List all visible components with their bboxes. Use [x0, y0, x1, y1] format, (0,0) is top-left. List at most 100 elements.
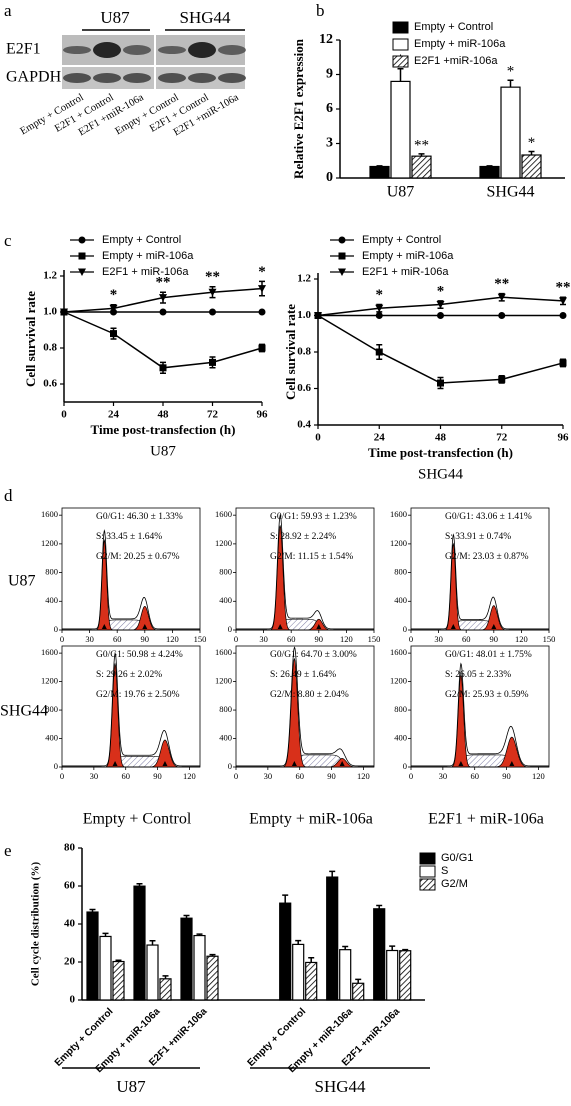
- total-curve: [411, 533, 549, 630]
- s-phase: [411, 754, 549, 768]
- peak-marker: [277, 624, 283, 629]
- bar: [206, 955, 219, 1001]
- point: [437, 312, 444, 319]
- x-tick-label: 0: [234, 634, 238, 644]
- x-axis-label: Time post-transfection (h): [368, 445, 513, 460]
- peak-marker: [291, 761, 297, 766]
- x-tick-label: 30: [264, 771, 273, 781]
- legend-label: G2/M: [441, 878, 468, 890]
- line: [317, 314, 564, 384]
- x-tick-label: 150: [543, 634, 556, 644]
- x-tick-label: 0: [61, 409, 67, 421]
- blot-band: [63, 73, 91, 83]
- y-tick-label: 0: [403, 624, 407, 634]
- error-bar: [389, 945, 396, 951]
- point: [559, 359, 567, 367]
- y-axis-label: Cell cycle distribution (%): [30, 861, 42, 986]
- y-tick-label: 1600: [390, 509, 407, 519]
- y-axis-label: Cell survival rate: [283, 304, 298, 400]
- blot-band: [93, 42, 121, 58]
- cycle-stats: G2/M: 25.93 ± 0.59%: [445, 690, 529, 700]
- bar: [373, 908, 386, 1001]
- blot-band: [158, 73, 186, 83]
- plot-frame: [235, 507, 375, 631]
- y-tick-label: 1600: [41, 509, 58, 519]
- y-tick-label: 0: [228, 624, 232, 634]
- bar: [133, 885, 146, 1001]
- significance-label: *: [528, 135, 536, 151]
- plot-frame: [410, 645, 550, 768]
- error-bar: [183, 914, 190, 919]
- cycle-stats: G2/M: 20.25 ± 0.67%: [96, 552, 180, 562]
- x-tick-label: 0: [409, 634, 413, 644]
- y-tick-label: 1.2: [43, 270, 57, 282]
- point: [314, 312, 322, 320]
- error-bar: [149, 940, 156, 946]
- row-label: U87: [8, 573, 36, 590]
- x-tick-label: 150: [368, 634, 381, 644]
- column-label: Empty + Control: [83, 811, 192, 828]
- x-tick-label: 120: [532, 771, 545, 781]
- protein-label: GAPDH: [6, 69, 62, 86]
- plot-frame: [410, 507, 550, 631]
- y-tick-label: 800: [45, 567, 58, 577]
- subtitle: SHG44: [418, 466, 464, 482]
- y-tick-label: 0.8: [297, 346, 311, 358]
- significance-label: *: [507, 64, 515, 80]
- total-curve: [236, 514, 374, 630]
- plot-frame: [61, 507, 201, 631]
- peak-marker: [162, 761, 168, 766]
- plot-frame: [235, 645, 375, 768]
- blot-band: [123, 45, 151, 55]
- x-tick-label: 120: [183, 771, 196, 781]
- x-tick-label: 30: [85, 634, 94, 644]
- total-curve: [62, 529, 200, 630]
- blot-band: [218, 45, 246, 55]
- significance-label: *: [376, 287, 384, 303]
- x-tick-label: 60: [295, 771, 304, 781]
- point: [436, 301, 445, 309]
- error-bar: [295, 939, 302, 945]
- peak-marker: [458, 761, 464, 766]
- y-tick-label: 0: [70, 994, 76, 1006]
- panel-label: e: [4, 841, 12, 860]
- error-bar: [528, 150, 535, 155]
- x-tick-label: 0: [315, 432, 321, 444]
- point: [258, 344, 266, 352]
- error-bar: [162, 975, 169, 979]
- peak-marker: [450, 624, 456, 629]
- bar: [193, 934, 206, 1001]
- error-bar: [418, 153, 425, 157]
- cycle-stats: G0/G1: 48.01 ± 1.75%: [445, 650, 532, 660]
- bar: [99, 935, 112, 1001]
- legend-label: E2F1 + miR-106a: [102, 266, 189, 278]
- x-tick-label: 96: [257, 409, 269, 421]
- y-tick-label: 80: [64, 842, 76, 854]
- bar: [339, 949, 352, 1001]
- cycle-stats: G0/G1: 43.06 ± 1.41%: [445, 512, 532, 522]
- point: [110, 330, 117, 338]
- column-label: E2F1 + miR-106a: [428, 811, 544, 828]
- error-bar: [196, 933, 203, 936]
- legend-label: Empty + Control: [414, 21, 493, 33]
- y-tick-label: 1200: [41, 676, 58, 686]
- bar: [369, 165, 390, 179]
- error-bar: [342, 945, 349, 950]
- bar: [411, 155, 432, 179]
- peak-marker: [339, 761, 345, 766]
- x-tick-label: 30: [439, 771, 448, 781]
- point: [559, 312, 567, 319]
- legend-label: Empty + Control: [362, 234, 441, 246]
- legend-swatch: [392, 21, 409, 34]
- y-tick-label: 800: [394, 704, 407, 714]
- x-tick-label: 60: [470, 771, 479, 781]
- blot-band: [158, 46, 186, 54]
- x-tick-label: 30: [90, 771, 99, 781]
- bar: [112, 960, 125, 1001]
- error-bar: [282, 894, 289, 904]
- s-phase: [62, 619, 200, 631]
- g1-peak: [411, 673, 549, 768]
- blot-band: [93, 73, 121, 83]
- significance-label: **: [156, 275, 171, 291]
